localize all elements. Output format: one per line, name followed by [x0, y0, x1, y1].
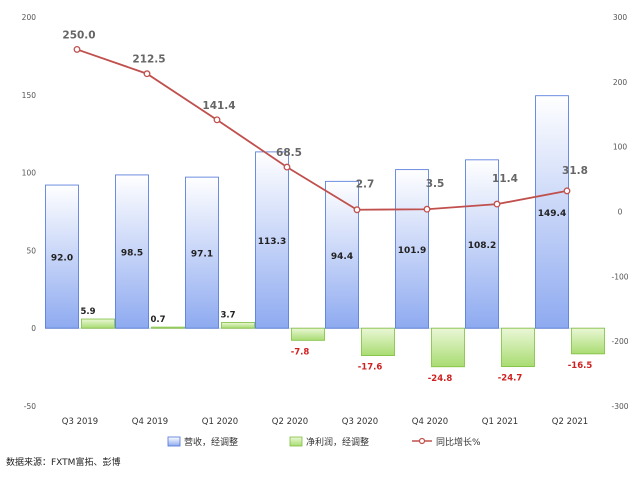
legend-net-profit-label: 净利润，经调整 [306, 436, 369, 448]
net-profit-data-label: -17.6 [358, 363, 383, 373]
left-axis-tick-label: 200 [22, 13, 37, 22]
revenue-data-label: 98.5 [121, 249, 143, 259]
revenue-bar [395, 169, 429, 329]
growth-line [76, 48, 568, 211]
growth-point [213, 116, 221, 124]
right-axis-tick-label: -300 [611, 402, 628, 411]
source-note: 数据来源：FXTM富拓、彭博 [6, 458, 121, 468]
right-axis-tick-label: -100 [611, 272, 628, 281]
net-profit-bar [81, 318, 115, 329]
right-axis-tick-label: -200 [611, 337, 628, 346]
growth-data-label: 11.4 [492, 173, 518, 185]
left-axis-tick-label: 100 [22, 169, 37, 178]
revenue-data-label: 108.2 [468, 241, 496, 251]
revenue-bar [45, 184, 79, 329]
revenue-bar [255, 151, 289, 329]
legend: 营收，经调整 净利润，经调整 同比增长% [167, 436, 481, 448]
left-axis-tick-label: 50 [26, 246, 36, 255]
growth-point [423, 205, 431, 213]
net-profit-bar [151, 326, 185, 329]
legend-net-profit-swatch [289, 436, 303, 447]
growth-data-label: 3.5 [426, 178, 445, 190]
legend-revenue-swatch [167, 436, 181, 447]
growth-data-label: 68.5 [276, 147, 302, 159]
net-profit-data-label: 0.7 [150, 315, 165, 325]
legend-growth-swatch-marker [418, 437, 426, 445]
growth-data-label: 2.7 [356, 179, 375, 191]
net-profit-data-label: -24.8 [428, 374, 453, 384]
growth-data-label: 141.4 [202, 100, 235, 112]
right-axis-tick-label: 200 [613, 78, 628, 87]
revenue-data-label: 94.4 [331, 252, 353, 262]
net-profit-bar [571, 327, 605, 355]
bars-layer [45, 95, 605, 368]
net-profit-bar [361, 327, 395, 356]
net-profit-data-label: 5.9 [80, 307, 95, 317]
axes-layer: -50 0 50 100 150 200 -300 -200 -100 0 100 200 300 Q3 … [22, 13, 629, 427]
left-axis-tick-label: -50 [24, 402, 36, 411]
right-axis-tick-label: 100 [613, 143, 628, 152]
net-profit-data-label: -7.8 [291, 347, 310, 357]
net-profit-data-label: 3.7 [220, 310, 235, 320]
left-axis-tick-label: 150 [22, 91, 37, 100]
x-axis-tick-label: Q4 2019 [132, 417, 168, 427]
net-profit-data-label: -24.7 [498, 374, 523, 384]
x-axis-tick-label: Q2 2020 [272, 417, 308, 427]
legend-growth-label: 同比增长% [436, 436, 481, 448]
growth-point [73, 45, 81, 53]
growth-point [353, 206, 361, 214]
revenue-data-label: 113.3 [258, 237, 286, 247]
data-labels-layer: 92.0 98.5 97.1 113.3 94.4 101.9 108.2 149.4 5.9 0… [51, 29, 592, 383]
x-axis-tick-label: Q1 2021 [482, 417, 518, 427]
revenue-bar [535, 95, 569, 329]
growth-data-label: 212.5 [132, 54, 165, 66]
net-profit-bar [221, 322, 255, 329]
x-axis-tick-label: Q3 2020 [342, 417, 378, 427]
revenue-bar [185, 176, 219, 329]
growth-point [493, 200, 501, 208]
x-axis-tick-label: Q3 2019 [62, 417, 98, 427]
x-axis-tick-label: Q1 2020 [202, 417, 238, 427]
left-axis-tick-label: 0 [31, 324, 36, 333]
revenue-bar [115, 174, 149, 329]
line-layer [73, 45, 571, 214]
x-axis-tick-label: Q4 2020 [412, 417, 448, 427]
net-profit-bar [431, 327, 465, 368]
x-axis-tick-label: Q2 2021 [552, 417, 588, 427]
revenue-bar [465, 159, 499, 329]
growth-point [563, 187, 571, 195]
right-axis-tick-label: 300 [613, 13, 628, 22]
revenue-data-label: 97.1 [191, 250, 213, 260]
growth-data-label: 31.8 [562, 165, 588, 177]
net-profit-data-label: -16.5 [568, 361, 593, 371]
net-profit-bar [501, 327, 535, 368]
legend-revenue-label: 营收，经调整 [184, 436, 238, 448]
revenue-bar [325, 180, 359, 329]
revenue-data-label: 101.9 [398, 246, 426, 256]
growth-data-label: 250.0 [62, 29, 95, 41]
revenue-data-label: 92.0 [51, 254, 73, 264]
revenue-data-label: 149.4 [538, 209, 566, 219]
net-profit-bar [291, 327, 325, 341]
right-axis-tick-label: 0 [618, 208, 623, 217]
growth-point [283, 163, 291, 171]
growth-point [143, 70, 151, 78]
